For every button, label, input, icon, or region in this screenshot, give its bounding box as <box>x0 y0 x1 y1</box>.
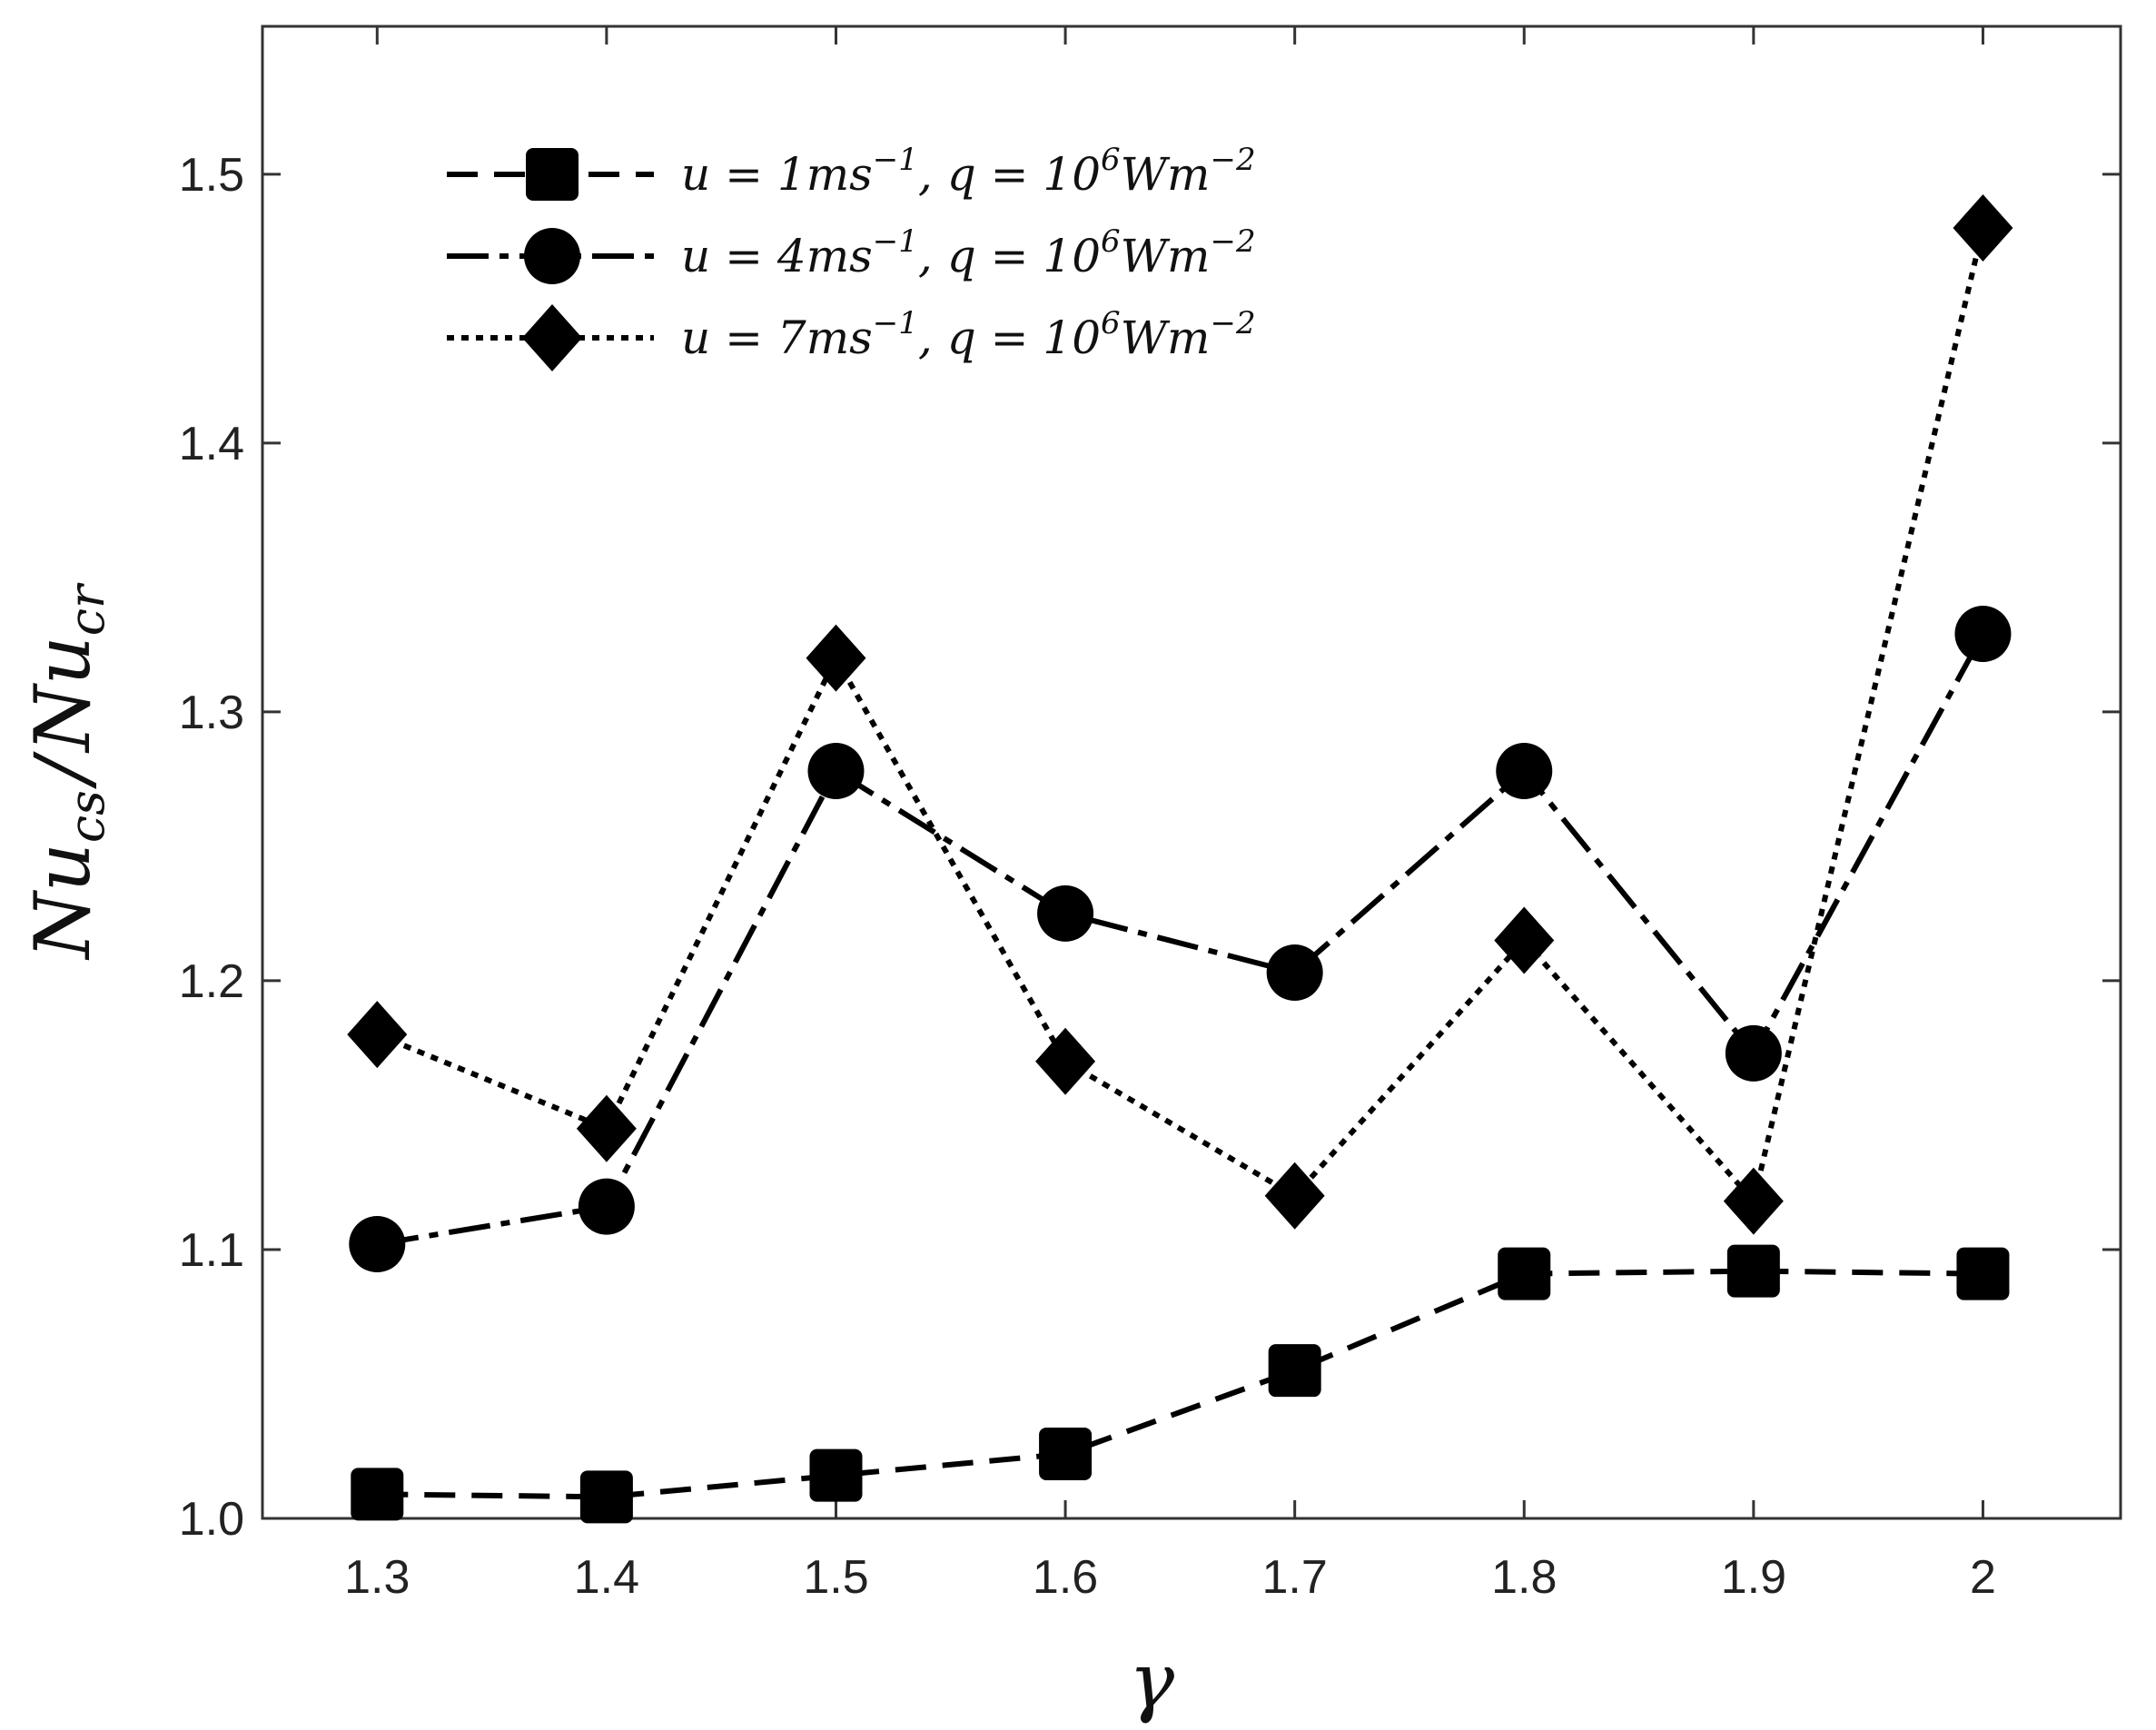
diamond-marker-point <box>1264 1162 1325 1230</box>
y-tick-label: 1.5 <box>179 149 244 202</box>
series-1 <box>351 1244 2010 1524</box>
legend-superscript: −1 <box>873 223 918 260</box>
y-tick-label: 1.2 <box>179 955 244 1008</box>
diamond-marker-point <box>347 1001 408 1069</box>
legend-text-part: u = 7ms <box>681 311 873 364</box>
circle-marker-point <box>807 743 865 800</box>
circle-marker-point <box>1725 1024 1782 1082</box>
legend-text-part: u = 4ms <box>681 230 873 282</box>
y-tick-label: 1.1 <box>179 1224 244 1277</box>
circle-marker-point <box>1037 885 1094 942</box>
legend-label: u = 4ms−1, q = 106Wm−2 <box>681 223 1256 282</box>
diamond-marker-point <box>1723 1167 1784 1235</box>
x-tick-label: 1.9 <box>1721 1551 1786 1604</box>
y-tick-label: 1.3 <box>179 687 244 739</box>
square-marker-point <box>1726 1244 1780 1298</box>
series-layer <box>347 194 2013 1524</box>
y-tick-label: 1.0 <box>179 1493 244 1546</box>
square-marker-legend <box>526 148 579 201</box>
series-3 <box>347 194 2013 1235</box>
series-2 <box>349 606 2012 1273</box>
legend-entry-3: u = 7ms−1, q = 106Wm−2 <box>447 304 1256 371</box>
x-axis-title: γ <box>1129 1636 1175 1725</box>
square-marker-point <box>1498 1247 1551 1300</box>
x-tick-label: 1.7 <box>1262 1551 1328 1604</box>
y-title-numerator-sub: cs <box>58 790 115 843</box>
y-title-denominator-sub: cr <box>58 582 115 636</box>
diamond-marker-point <box>1494 906 1555 974</box>
legend-text-part: Wm <box>1121 311 1211 364</box>
x-tick-label: 1.4 <box>574 1551 639 1604</box>
axes: 1.3 1.4 1.5 1.6 1.7 1.8 1.9 2 1.0 1.1 1.2 1.3 1.4 1.5 <box>179 26 2121 1604</box>
square-marker-point <box>1268 1344 1321 1398</box>
series-line <box>376 227 1986 1208</box>
legend-text-part: Wm <box>1121 230 1211 282</box>
diamond-marker-point <box>1953 194 2013 262</box>
y-title-numerator: Nu <box>18 843 107 961</box>
legend-text-part: , q = 10 <box>918 148 1101 201</box>
legend-label: u = 7ms−1, q = 106Wm−2 <box>681 305 1256 364</box>
legend-superscript: 6 <box>1101 223 1121 260</box>
legend-text-part: , q = 10 <box>918 230 1101 282</box>
y-axis-title: Nucs/Nucr <box>18 582 115 961</box>
x-tick-label: 1.6 <box>1033 1551 1098 1604</box>
circle-marker-point <box>1496 743 1553 800</box>
circle-marker-point <box>349 1216 406 1273</box>
legend-superscript: −1 <box>873 305 918 341</box>
circle-marker-point <box>1954 606 2012 663</box>
legend-text-part: , q = 10 <box>918 311 1101 364</box>
series-line <box>376 632 1986 1248</box>
square-marker-point <box>1039 1427 1093 1480</box>
diamond-marker-point <box>576 1094 637 1162</box>
x-tick-label: 2 <box>1970 1551 1996 1604</box>
legend-superscript: −2 <box>1210 223 1255 260</box>
legend-label: u = 1ms−1, q = 106Wm−2 <box>681 142 1256 201</box>
square-marker-point <box>351 1468 404 1521</box>
square-marker-point <box>1956 1247 2010 1300</box>
x-tick-label: 1.5 <box>803 1551 868 1604</box>
diamond-marker-point <box>1035 1027 1096 1095</box>
legend-superscript: −2 <box>1210 305 1255 341</box>
square-marker-point <box>579 1470 633 1524</box>
circle-marker-point <box>1266 944 1323 1002</box>
legend-superscript: 6 <box>1101 305 1121 341</box>
legend-superscript: −2 <box>1210 142 1255 178</box>
plot-frame <box>261 25 2122 1520</box>
legend-superscript: −1 <box>873 142 918 178</box>
y-tick-label: 1.4 <box>179 418 244 470</box>
square-marker-point <box>809 1448 863 1502</box>
y-title-separator: / <box>18 750 107 789</box>
legend-text-part: Wm <box>1121 148 1211 201</box>
legend-entry-2: u = 4ms−1, q = 106Wm−2 <box>447 223 1256 284</box>
legend-text-part: u = 1ms <box>681 148 873 201</box>
circle-marker-point <box>578 1178 635 1235</box>
legend-entry-1: u = 1ms−1, q = 106Wm−2 <box>447 142 1256 201</box>
series-line <box>377 1268 1983 1500</box>
y-title-denominator: Nu <box>18 636 107 754</box>
x-tick-label: 1.3 <box>344 1551 410 1604</box>
circle-marker-legend <box>524 228 580 284</box>
legend: u = 1ms−1, q = 106Wm−2u = 4ms−1, q = 106… <box>447 142 1256 371</box>
diamond-marker-point <box>806 624 866 692</box>
x-tick-label: 1.8 <box>1491 1551 1557 1604</box>
legend-superscript: 6 <box>1101 142 1121 178</box>
diamond-marker-legend <box>522 304 582 371</box>
